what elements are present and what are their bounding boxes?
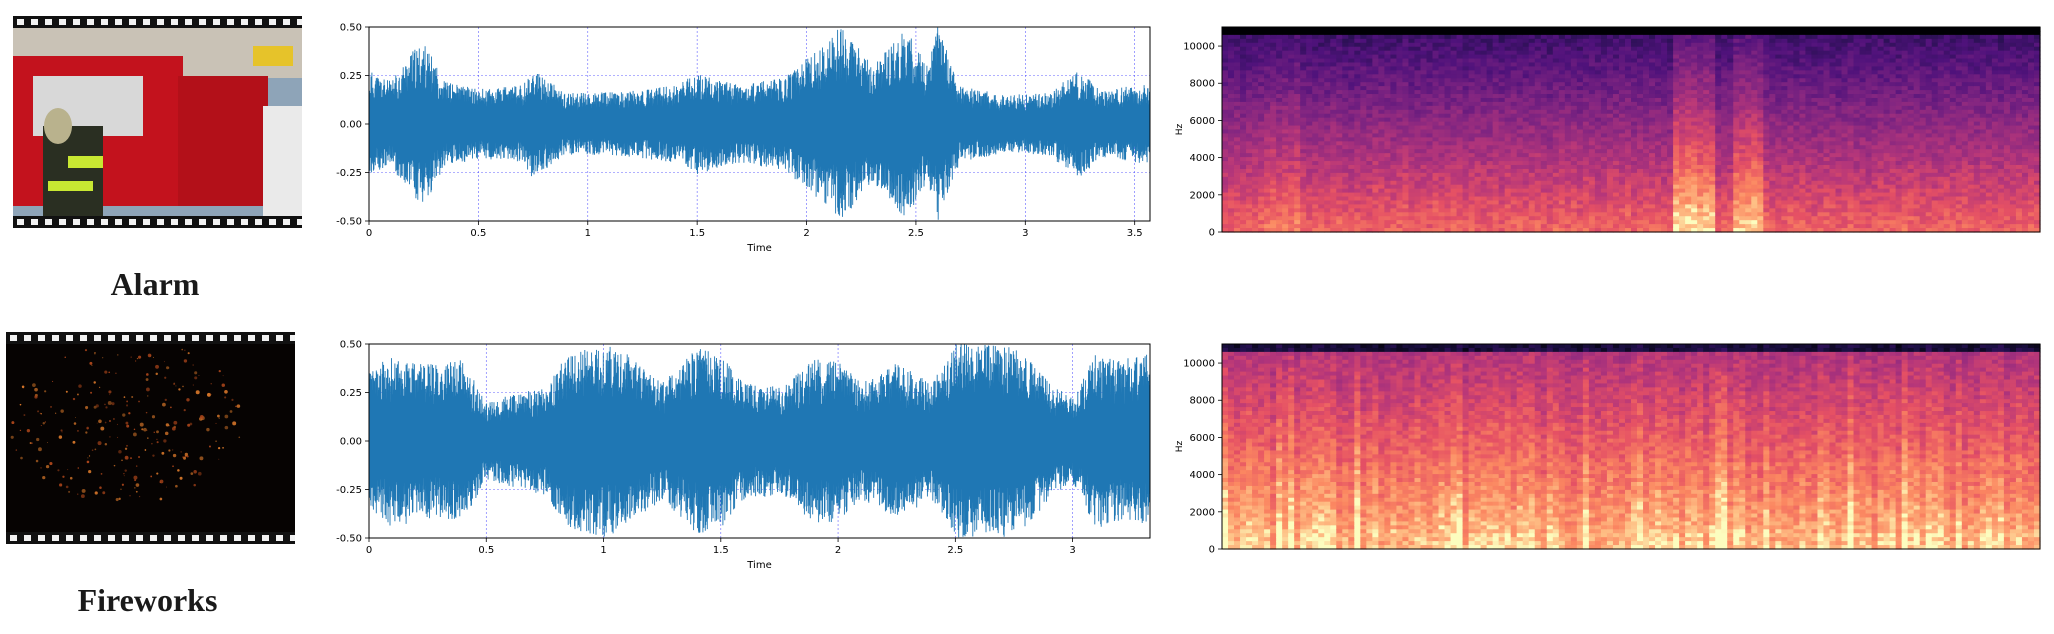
waveform-series	[368, 344, 1151, 538]
x-tick-label: 1	[585, 228, 591, 239]
y-tick-label: 2000	[1190, 507, 1215, 518]
y-tick-label: -0.50	[336, 217, 362, 228]
y-tick-label: -0.50	[336, 534, 362, 545]
waveform-series	[368, 27, 1151, 220]
x-tick-label: 2	[835, 545, 841, 556]
y-tick-label: 0.00	[340, 437, 362, 448]
fireworks-video-frame-icon	[6, 332, 297, 544]
x-tick-label: 3	[1022, 228, 1028, 239]
fireworks-waveform-chart: 0 0.5 1 1.5 2 2.5 3 0.50 0.25 0.00 -0.25 -0.50 Time	[336, 340, 1151, 571]
y-tick-label: 0.25	[340, 71, 362, 82]
spectrogram-image	[1222, 27, 2041, 233]
x-axis-label: Time	[746, 243, 771, 254]
y-tick-label: 8000	[1190, 396, 1215, 407]
plot-frame	[1221, 343, 2041, 550]
y-tick-label: 0	[1209, 228, 1215, 239]
y-tick-label: 0.50	[340, 23, 362, 34]
y-axis-label: Hz	[1175, 123, 1185, 135]
row-label-alarm: Alarm	[110, 266, 200, 302]
x-tick-label: 0	[366, 545, 372, 556]
row-label-fireworks: Fireworks	[77, 582, 218, 618]
fireworks-spectrogram-chart: 10000 8000 6000 4000 2000 0 Hz	[1175, 343, 2041, 556]
y-tick-label: 0	[1209, 545, 1215, 556]
plot-frame	[1221, 26, 2041, 233]
y-tick-label: 0.25	[340, 388, 362, 399]
x-tick-label: 2	[803, 228, 809, 239]
alarm-video-thumbnail	[13, 16, 304, 228]
spectrogram-image	[1222, 344, 2041, 550]
x-tick-label: 3	[1069, 545, 1075, 556]
y-tick-label: 0.00	[340, 120, 362, 131]
fire-truck-video-frame-icon	[13, 16, 304, 228]
x-axis-label: Time	[746, 560, 771, 571]
y-tick-label: -0.25	[336, 168, 362, 179]
y-axis-label: Hz	[1175, 440, 1185, 452]
y-tick-label: 10000	[1183, 42, 1215, 53]
x-tick-label: 0.5	[470, 228, 486, 239]
y-tick-label: 6000	[1190, 116, 1215, 127]
x-tick-label: 2.5	[908, 228, 924, 239]
x-tick-label: 3.5	[1127, 228, 1143, 239]
y-tick-label: 6000	[1190, 433, 1215, 444]
x-tick-label: 1	[600, 545, 606, 556]
y-tick-label: 4000	[1190, 153, 1215, 164]
x-tick-label: 2.5	[947, 545, 963, 556]
x-tick-label: 0.5	[478, 545, 494, 556]
y-tick-label: 0.50	[340, 340, 362, 351]
fireworks-video-thumbnail	[6, 332, 297, 544]
x-tick-label: 1.5	[713, 545, 729, 556]
y-tick-label: -0.25	[336, 485, 362, 496]
x-tick-label: 0	[366, 228, 372, 239]
alarm-spectrogram-chart: 10000 8000 6000 4000 2000 0 Hz	[1175, 26, 2041, 239]
y-tick-label: 8000	[1190, 79, 1215, 90]
y-tick-label: 10000	[1183, 359, 1215, 370]
y-tick-label: 4000	[1190, 470, 1215, 481]
x-tick-label: 1.5	[689, 228, 705, 239]
alarm-waveform-chart: 0 0.5 1 1.5 2 2.5 3 3.5 0.50 0.25 0.00 -0.25 -0.50 Ti…	[336, 23, 1151, 254]
y-tick-label: 2000	[1190, 190, 1215, 201]
